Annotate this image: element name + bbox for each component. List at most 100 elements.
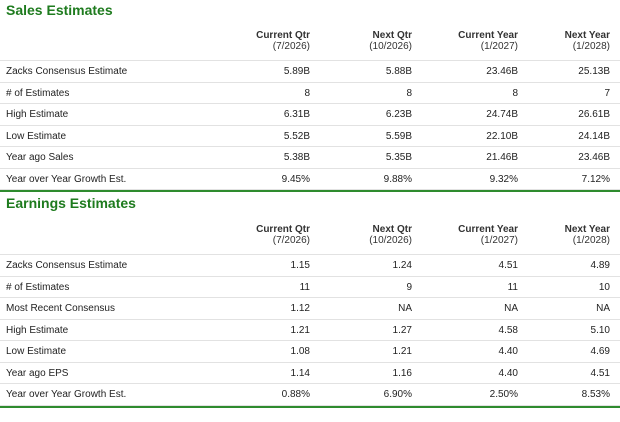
row-value: 9	[406, 281, 412, 293]
row-value: 6.31B	[283, 109, 310, 120]
earnings-col-current-year: Current Year (1/2027)	[398, 224, 518, 246]
row-value: 1.14	[290, 367, 310, 379]
col-period: (1/2027)	[480, 41, 518, 52]
row-value: 6.23B	[385, 109, 412, 120]
col-name: Current Qtr	[256, 30, 310, 41]
row-value: 1.08	[290, 346, 310, 357]
row-value: 24.74B	[486, 109, 518, 120]
sales-estimates-title: Sales Estimates	[6, 2, 113, 18]
earnings-column-headers: Current Qtr (7/2026) Next Qtr (10/2026) …	[0, 216, 620, 255]
col-period: (7/2026)	[272, 41, 310, 52]
table-row: High Estimate 1.21 1.27 4.58 5.10	[0, 320, 620, 341]
col-name: Current Year	[458, 30, 518, 41]
table-row: Year over Year Growth Est. 0.88% 6.90% 2.50…	[0, 384, 620, 406]
col-period: (1/2028)	[572, 235, 610, 246]
row-value: 11	[299, 281, 310, 293]
col-period: (1/2027)	[480, 235, 518, 246]
table-row: Zacks Consensus Estimate 5.89B 5.88B 23.46B…	[0, 61, 620, 83]
row-label: High Estimate	[6, 109, 69, 120]
row-value: 26.61B	[578, 109, 610, 120]
row-value: 1.21	[392, 346, 412, 357]
table-row: Year over Year Growth Est. 9.45% 9.88% 9.32…	[0, 169, 620, 190]
row-value: NA	[398, 303, 412, 314]
row-label: Zacks Consensus Estimate	[6, 66, 128, 77]
bottom-divider	[0, 405, 620, 408]
row-value: 1.24	[392, 260, 412, 271]
row-label: Low Estimate	[6, 130, 67, 142]
row-value: 8	[304, 87, 310, 99]
row-value: 4.58	[498, 324, 518, 336]
table-row: Most Recent Consensus 1.12 NA NA NA	[0, 298, 620, 320]
table-row: Low Estimate 5.52B 5.59B 22.10B 24.14B	[0, 126, 620, 147]
sales-col-current-year: Current Year (1/2027)	[398, 30, 518, 52]
row-value: 8	[512, 87, 518, 99]
row-value: 21.46B	[486, 152, 518, 163]
row-value: 4.40	[498, 367, 518, 379]
row-value: 4.51	[590, 367, 610, 379]
row-value: 0.88%	[281, 389, 310, 400]
earnings-estimates-section: Earnings Estimates Current Qtr (7/2026) …	[0, 190, 620, 408]
sales-estimates-header: Sales Estimates	[0, 0, 620, 22]
earnings-estimates-header: Earnings Estimates	[0, 190, 620, 216]
col-name: Current Qtr	[256, 224, 310, 235]
row-value: 5.89B	[283, 66, 310, 77]
col-period: (10/2026)	[369, 235, 412, 246]
row-value: 7.12%	[581, 173, 610, 185]
row-label: # of Estimates	[6, 281, 70, 293]
row-value: NA	[504, 303, 518, 314]
row-value: 2.50%	[489, 389, 518, 400]
row-label: Year over Year Growth Est.	[6, 389, 127, 400]
table-row: # of Estimates 11 9 11 10	[0, 277, 620, 298]
table-row: # of Estimates 8 8 8 7	[0, 83, 620, 104]
row-value: 24.14B	[578, 130, 610, 142]
row-value: 9.32%	[489, 173, 518, 185]
table-row: Low Estimate 1.08 1.21 4.40 4.69	[0, 341, 620, 363]
row-value: 4.51	[498, 260, 518, 271]
col-name: Current Year	[458, 224, 518, 235]
col-name: Next Qtr	[372, 224, 412, 235]
row-value: NA	[596, 303, 610, 314]
row-label: Low Estimate	[6, 346, 67, 357]
row-value: 8.53%	[581, 389, 610, 400]
table-row: Year ago EPS 1.14 1.16 4.40 4.51	[0, 363, 620, 384]
row-value: 5.10	[590, 324, 610, 336]
row-value: 4.40	[498, 346, 518, 357]
col-name: Next Qtr	[372, 30, 412, 41]
earnings-col-current-qtr: Current Qtr (7/2026)	[190, 224, 310, 246]
row-value: 7	[604, 87, 610, 99]
row-label: Most Recent Consensus	[6, 303, 115, 314]
row-value: 9.88%	[383, 173, 412, 185]
row-value: 8	[406, 87, 412, 99]
col-name: Next Year	[564, 224, 610, 235]
row-value: 11	[507, 281, 518, 293]
row-value: 1.16	[392, 367, 412, 379]
row-label: Zacks Consensus Estimate	[6, 260, 128, 271]
row-value: 23.46B	[578, 152, 610, 163]
sales-col-current-qtr: Current Qtr (7/2026)	[190, 30, 310, 52]
row-value: 5.88B	[385, 66, 412, 77]
row-value: 23.46B	[486, 66, 518, 77]
earnings-col-next-year: Next Year (1/2028)	[490, 224, 610, 246]
row-label: High Estimate	[6, 324, 69, 336]
sales-estimates-section: Sales Estimates Current Qtr (7/2026) Nex…	[0, 0, 620, 190]
table-row: Zacks Consensus Estimate 1.15 1.24 4.51 4.89	[0, 255, 620, 277]
row-label: Year ago Sales	[6, 152, 74, 163]
row-value: 5.38B	[283, 152, 310, 163]
sales-col-next-qtr: Next Qtr (10/2026)	[292, 30, 412, 52]
row-value: 5.35B	[385, 152, 412, 163]
row-value: 1.12	[290, 303, 310, 314]
col-period: (10/2026)	[369, 41, 412, 52]
row-label: # of Estimates	[6, 87, 70, 99]
row-value: 9.45%	[281, 173, 310, 185]
row-value: 25.13B	[578, 66, 610, 77]
row-value: 4.89	[590, 260, 610, 271]
row-value: 10	[598, 281, 610, 293]
row-label: Year ago EPS	[6, 367, 69, 379]
row-value: 4.69	[590, 346, 610, 357]
sales-col-next-year: Next Year (1/2028)	[490, 30, 610, 52]
col-name: Next Year	[564, 30, 610, 41]
row-value: 1.27	[392, 324, 412, 336]
row-label: Year over Year Growth Est.	[6, 173, 127, 185]
row-value: 6.90%	[383, 389, 412, 400]
earnings-estimates-title: Earnings Estimates	[6, 195, 136, 211]
